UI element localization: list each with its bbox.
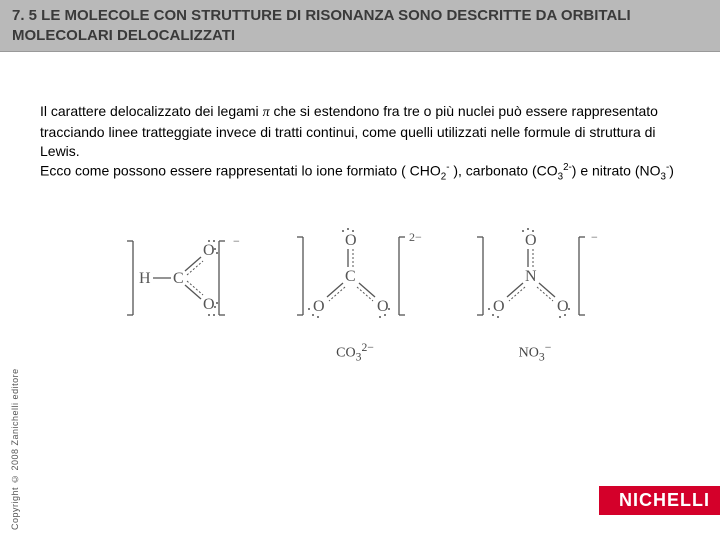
body-p2c: ) e nitrato (NO [572, 162, 661, 178]
nitrate-label: NO3− [465, 341, 605, 363]
page-title: 7. 5 LE MOLECOLE CON STRUTTURE DI RISONA… [12, 6, 708, 45]
formiate-svg: − H C O O [115, 223, 245, 333]
diagram-carbonate: 2− O C O O CO32− [285, 223, 425, 363]
body-paragraph: Il carattere delocalizzato dei legami π … [0, 52, 720, 203]
svg-text:C: C [345, 268, 356, 285]
body-p2b: ), carbonato (CO [449, 162, 557, 178]
svg-text:2−: 2− [409, 230, 422, 244]
svg-text:N: N [525, 268, 537, 285]
body-p2d: ) [669, 162, 674, 178]
pi-symbol: π [263, 105, 270, 120]
svg-text:O: O [557, 298, 569, 315]
nitrate-svg: − O N O O [465, 223, 605, 333]
svg-text:−: − [233, 234, 240, 248]
svg-text:O: O [493, 298, 505, 315]
body-p2a: Ecco come possono essere rappresentati l… [40, 162, 441, 178]
diagram-nitrate: − O N O O NO3− [465, 223, 605, 363]
publisher-logo: NICHELLI [599, 486, 720, 515]
diagram-row: − H C O O [0, 223, 720, 363]
svg-text:−: − [591, 230, 598, 244]
svg-text:O: O [203, 242, 215, 259]
svg-text:H: H [139, 270, 151, 287]
svg-text:O: O [313, 298, 325, 315]
svg-text:O: O [377, 298, 389, 315]
copyright-text: Copyright © 2008 Zanichelli editore [10, 350, 20, 530]
svg-text:O: O [345, 232, 357, 249]
sup2: 2- [563, 162, 572, 173]
svg-text:O: O [203, 296, 215, 313]
carbonate-svg: 2− O C O O [285, 223, 425, 333]
svg-text:C: C [173, 270, 184, 287]
body-p1a: Il carattere delocalizzato dei legami [40, 103, 263, 119]
svg-text:O: O [525, 232, 537, 249]
diagram-formiate: − H C O O [115, 223, 245, 363]
header-bar: 7. 5 LE MOLECOLE CON STRUTTURE DI RISONA… [0, 0, 720, 52]
carbonate-label: CO32− [285, 341, 425, 363]
